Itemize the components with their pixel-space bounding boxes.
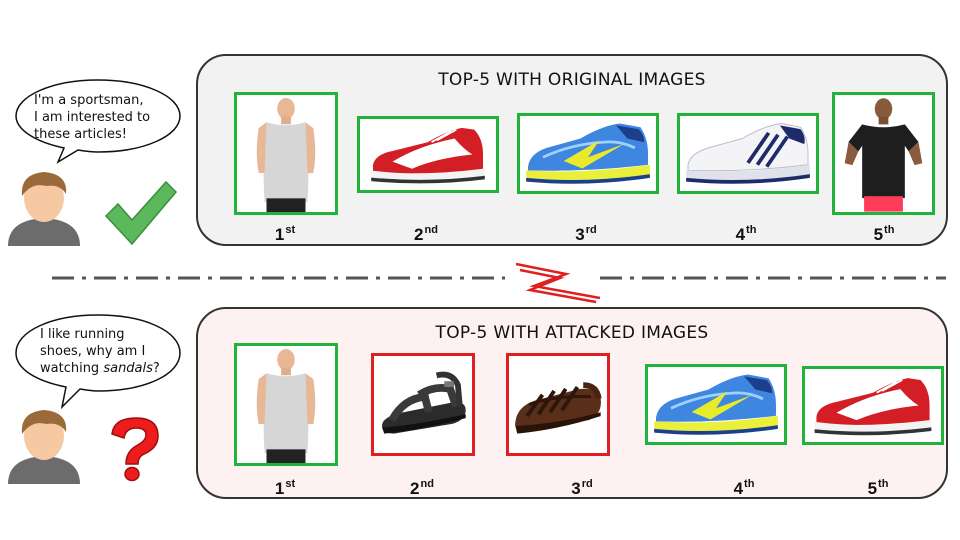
- product-card[interactable]: [832, 92, 935, 215]
- checkmark-icon: [104, 180, 178, 246]
- blue-running-shoe-icon: [648, 367, 784, 442]
- speech-line: I am interested to: [34, 110, 151, 125]
- white-running-shoe-icon: [680, 116, 816, 191]
- product-card[interactable]: [645, 364, 787, 445]
- speech-line: watching sandals?: [40, 361, 160, 376]
- panel-title-original: TOP-5 WITH ORIGINAL IMAGES: [438, 70, 706, 90]
- attacked-product-card[interactable]: [371, 353, 475, 456]
- speech-line: shoes, why am I: [40, 344, 146, 359]
- rank-label: 2nd: [414, 224, 438, 244]
- rank-label: 3rd: [571, 478, 593, 498]
- section-divider: [52, 262, 946, 304]
- speech-line: I like running: [40, 327, 125, 342]
- sleeveless-shirt-icon: [237, 346, 335, 463]
- user-avatar-icon: [4, 404, 84, 484]
- lightning-bolt-icon: [515, 262, 601, 304]
- rank-label: 4th: [733, 478, 755, 498]
- speech-bubble-bottom: [15, 314, 181, 409]
- product-card[interactable]: [234, 343, 338, 466]
- brown-sandal-icon: [509, 356, 607, 453]
- rank-label: 5th: [873, 224, 895, 244]
- rank-label: 2nd: [410, 478, 434, 498]
- rank-label: 5th: [867, 478, 889, 498]
- product-card[interactable]: [802, 366, 944, 445]
- rank-label: 3rd: [575, 224, 597, 244]
- blue-running-shoe-icon: [520, 116, 656, 191]
- user-avatar-icon: [4, 166, 84, 246]
- sleeveless-shirt-icon: [237, 95, 335, 212]
- black-sandal-icon: [374, 356, 472, 453]
- attacked-product-card[interactable]: [506, 353, 610, 456]
- black-tshirt-icon: [835, 95, 932, 212]
- speech-line: these articles!: [34, 127, 127, 142]
- product-card[interactable]: [677, 113, 819, 194]
- speech-bubble-top: [15, 79, 181, 164]
- rank-label: 1st: [274, 478, 296, 498]
- rank-label: 1st: [274, 224, 296, 244]
- red-sneaker-icon: [805, 369, 941, 442]
- product-card[interactable]: [517, 113, 659, 194]
- question-mark-icon: [111, 417, 159, 482]
- rank-label: 4th: [735, 224, 757, 244]
- product-card[interactable]: [357, 116, 499, 193]
- speech-text-top: I'm a sportsman, I am interested to thes…: [34, 92, 150, 143]
- panel-title-attacked: TOP-5 WITH ATTACKED IMAGES: [435, 323, 709, 343]
- speech-text-bottom: I like running shoes, why am I watching …: [40, 326, 160, 377]
- product-card[interactable]: [234, 92, 338, 215]
- speech-line: I'm a sportsman,: [34, 93, 144, 108]
- red-sneaker-icon: [360, 119, 496, 190]
